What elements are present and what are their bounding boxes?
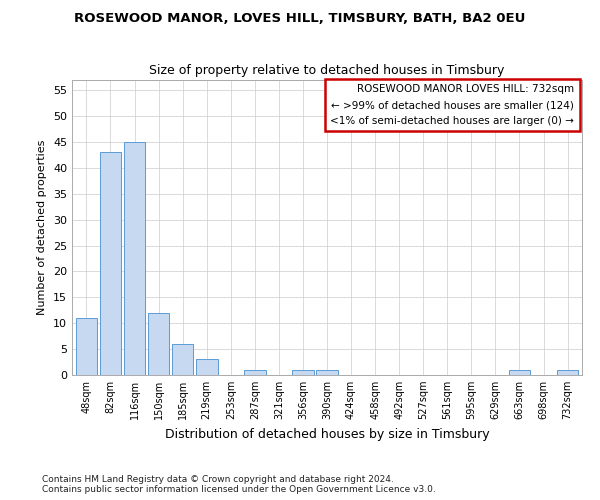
- Bar: [100, 152, 121, 375]
- Title: Size of property relative to detached houses in Timsbury: Size of property relative to detached ho…: [149, 64, 505, 78]
- Y-axis label: Number of detached properties: Number of detached properties: [37, 140, 47, 315]
- Text: ROSEWOOD MANOR LOVES HILL: 732sqm
← >99% of detached houses are smaller (124)
<1: ROSEWOOD MANOR LOVES HILL: 732sqm ← >99%…: [331, 84, 574, 126]
- Bar: [172, 344, 193, 375]
- Bar: [76, 318, 97, 375]
- Bar: [244, 370, 266, 375]
- Bar: [196, 360, 218, 375]
- Bar: [148, 313, 169, 375]
- Bar: [557, 370, 578, 375]
- Bar: [316, 370, 338, 375]
- Bar: [124, 142, 145, 375]
- Bar: [509, 370, 530, 375]
- X-axis label: Distribution of detached houses by size in Timsbury: Distribution of detached houses by size …: [164, 428, 490, 440]
- Bar: [292, 370, 314, 375]
- Text: ROSEWOOD MANOR, LOVES HILL, TIMSBURY, BATH, BA2 0EU: ROSEWOOD MANOR, LOVES HILL, TIMSBURY, BA…: [74, 12, 526, 26]
- Text: Contains HM Land Registry data © Crown copyright and database right 2024.
Contai: Contains HM Land Registry data © Crown c…: [42, 474, 436, 494]
